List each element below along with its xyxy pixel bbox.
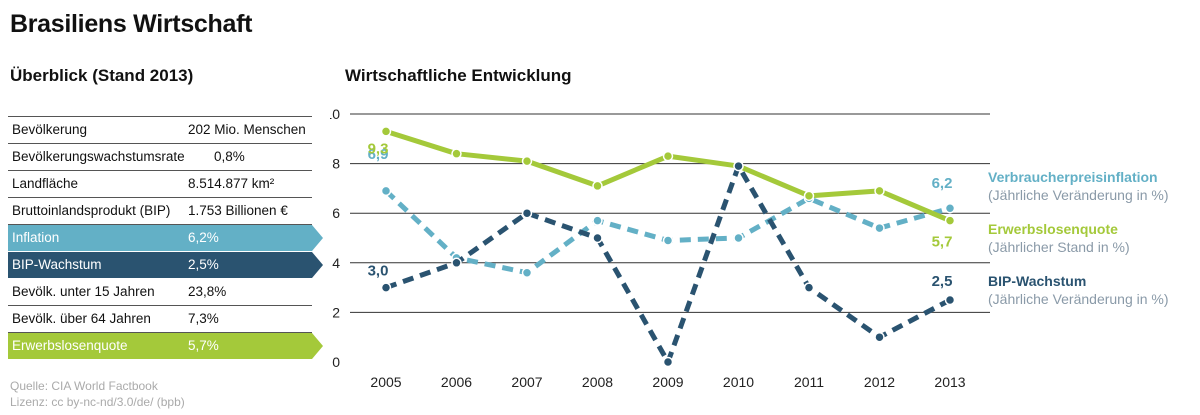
row-label: Bevölkerungswachstumsrate (12, 149, 185, 164)
legend-bip: BIP-Wachstum (Jährliche Veränderung in %… (988, 272, 1169, 308)
table-row-wachstumsrate: Bevölkerungswachstumsrate 0,8% (8, 144, 312, 171)
row-label: Bevölk. über 64 Jahren (12, 311, 151, 326)
data-label-erwerbslos: 9,3 (368, 140, 389, 157)
row-value: 202 Mio. Menschen (188, 122, 306, 137)
x-tick-label: 2013 (934, 374, 965, 390)
row-value: 1.753 Billionen € (188, 203, 288, 218)
data-point-inflation (874, 222, 885, 234)
data-point-bip (662, 356, 674, 368)
line-chart: 0 2 4 6 8 10 2005 2006 2007 2008 2009 2010 2011 2012 2… (330, 106, 990, 390)
table-row-bevoelkerung: Bevölkerung 202 Mio. Menschen (8, 116, 312, 144)
y-tick-label: 10 (330, 106, 340, 122)
data-label-inflation: 6,9 (368, 146, 389, 163)
table-row-landflaeche: Landfläche 8.514.877 km² (8, 171, 312, 198)
row-label: Bevölk. unter 15 Jahren (12, 284, 155, 299)
data-point-erwerbslos (592, 180, 603, 192)
x-tick-label: 2011 (794, 374, 824, 390)
data-point-bip (874, 331, 885, 343)
data-label-bip: 3,0 (368, 263, 389, 280)
data-point-inflation (380, 185, 392, 197)
row-label: Inflation (12, 230, 60, 245)
y-tick-label: 8 (332, 156, 340, 172)
data-label-inflation: 6,2 (932, 175, 953, 192)
x-tick-label: 2009 (652, 374, 683, 390)
row-value: 5,7% (188, 338, 219, 353)
data-point-bip (944, 294, 956, 306)
data-point-erwerbslos (874, 185, 885, 197)
table-row-bip: Bruttoinlandsprodukt (BIP) 1.753 Billion… (8, 198, 312, 225)
legend-note: (Jährliche Veränderung in %) (988, 187, 1169, 203)
row-label: Erwerbslosenquote (12, 338, 128, 353)
table-row-inflation: Inflation 6,2% (8, 225, 323, 252)
x-tick-label: 2007 (511, 374, 542, 390)
overview-table: Bevölkerung 202 Mio. Menschen Bevölkerun… (8, 116, 323, 360)
row-value: 7,3% (188, 311, 219, 326)
license-line: Lizenz: cc by-nc-nd/3.0/de/ (bpb) (10, 395, 185, 409)
data-point-bip (380, 282, 392, 293)
data-point-inflation (521, 267, 533, 278)
data-point-erwerbslos (944, 215, 956, 226)
legend-title: BIP-Wachstum (988, 273, 1087, 289)
row-label: Bruttoinlandsprodukt (BIP) (12, 203, 171, 218)
data-point-erwerbslos (662, 150, 674, 162)
row-value: 6,2% (188, 230, 219, 245)
x-tick-label: 2006 (441, 374, 472, 390)
overview-heading: Überblick (Stand 2013) (10, 66, 194, 85)
x-tick-label: 2010 (723, 374, 754, 390)
source-note: Quelle: CIA World Factbook Lizenz: cc by… (10, 378, 185, 410)
data-point-inflation (944, 202, 956, 214)
series-line-bip (385, 163, 952, 365)
series-line-inflation (384, 189, 951, 276)
data-point-erwerbslos (521, 155, 533, 167)
row-arrow-icon (312, 333, 323, 359)
y-tick-label: 0 (332, 354, 340, 370)
data-point-erwerbslos (803, 190, 815, 202)
data-point-bip (733, 160, 744, 172)
row-value: 0,8% (214, 149, 245, 164)
data-point-inflation (733, 232, 744, 244)
y-tick-label: 4 (332, 255, 340, 271)
x-tick-label: 2008 (582, 374, 613, 390)
data-point-inflation (592, 215, 603, 226)
chart-heading: Wirtschaftliche Entwicklung (345, 66, 572, 85)
legend-erwerbslos: Erwerbslosenquote (Jährlicher Stand in %… (988, 220, 1130, 256)
data-point-erwerbslos (451, 148, 462, 159)
data-point-bip (803, 282, 815, 293)
data-label-bip: 2,5 (932, 273, 953, 290)
page-title: Brasiliens Wirtschaft (10, 10, 253, 38)
legend-inflation: Verbraucherpreisinflation (Jährliche Ver… (988, 168, 1169, 204)
x-tick-label: 2012 (864, 374, 895, 390)
table-row-unter-15: Bevölk. unter 15 Jahren 23,8% (8, 279, 312, 306)
legend-title: Erwerbslosenquote (988, 221, 1118, 237)
data-point-bip (451, 257, 462, 269)
series-line-erwerbslos (385, 128, 951, 223)
x-tick-label: 2005 (370, 374, 401, 390)
row-label: BIP-Wachstum (12, 257, 102, 272)
table-row-bip-wachstum: BIP-Wachstum 2,5% (8, 252, 323, 279)
data-point-inflation (662, 235, 674, 246)
legend-title: Verbraucherpreisinflation (988, 169, 1158, 185)
data-point-erwerbslos (380, 126, 392, 137)
row-value: 23,8% (188, 284, 227, 299)
row-label: Bevölkerung (12, 122, 88, 137)
data-point-bip (521, 207, 533, 219)
table-row-ueber-64: Bevölk. über 64 Jahren 7,3% (8, 306, 312, 333)
data-label-erwerbslos: 5,7 (932, 234, 953, 251)
legend-note: (Jährliche Veränderung in %) (988, 291, 1169, 307)
row-arrow-icon (312, 225, 323, 251)
data-point-bip (592, 232, 603, 244)
row-value: 8.514.877 km² (188, 176, 275, 191)
y-tick-label: 6 (332, 205, 340, 221)
y-tick-label: 2 (332, 304, 340, 320)
source-line: Quelle: CIA World Factbook (10, 379, 158, 393)
row-label: Landfläche (12, 176, 79, 191)
row-value: 2,5% (188, 257, 219, 272)
row-arrow-icon (312, 252, 323, 278)
table-row-erwerbslosenquote: Erwerbslosenquote 5,7% (8, 333, 323, 360)
legend-note: (Jährlicher Stand in %) (988, 239, 1130, 255)
